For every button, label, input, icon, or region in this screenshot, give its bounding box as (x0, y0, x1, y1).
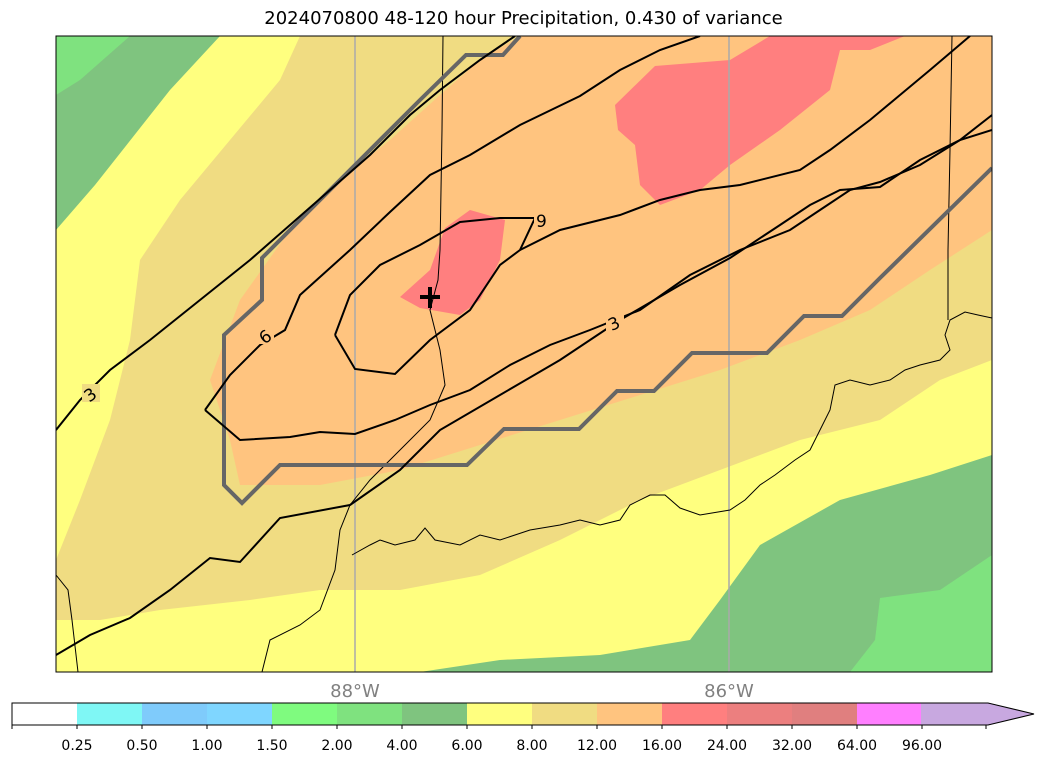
colorbar-tick-label: 1.50 (256, 738, 288, 754)
fill-2-4-bottomright (850, 555, 992, 672)
colorbar-cell-0 (12, 703, 78, 725)
colorbar-cell-8 (532, 703, 598, 725)
lon-label-88w: 88°W (330, 681, 380, 702)
colorbar-tick-label: 16.00 (641, 738, 683, 754)
colorbar-tick-label: 8.00 (516, 738, 548, 754)
fill-4-6-topleft (56, 36, 220, 230)
contour-9 (334, 217, 537, 376)
colorbar-cell-12 (792, 703, 858, 725)
contour-3-outer-b (56, 114, 992, 656)
coastline (261, 36, 446, 672)
map-title: 2024070800 48-120 hour Precipitation, 0.… (264, 8, 783, 29)
state-line-east (947, 36, 953, 320)
colorbar-tick-label: 64.00 (836, 738, 878, 754)
plus-icon (420, 287, 440, 308)
colorbar-tick-label: 0.50 (126, 738, 158, 754)
colorbar-tick-label: 96.00 (901, 738, 943, 754)
lon-label-86w: 86°W (704, 681, 754, 702)
coastline-south (351, 311, 992, 556)
fill-4-6-bottomright (420, 455, 992, 672)
colorbar-tick-label: 4.00 (386, 738, 418, 754)
colorbar-cell-1 (77, 703, 143, 725)
colorbar-cell-9 (597, 703, 663, 725)
colorbar-cell-7 (467, 703, 533, 725)
colorbar-tick-label: 1.00 (191, 738, 223, 754)
colorbar-extend-arrow (921, 703, 1034, 725)
colorbar-cell-3 (207, 703, 273, 725)
map-frame (55, 35, 993, 673)
contour-6-b (204, 129, 992, 442)
fill-24-32-a (400, 210, 505, 315)
colorbar-cell-2 (142, 703, 208, 725)
colorbar-tick-label: 24.00 (706, 738, 748, 754)
state-border (222, 36, 992, 506)
fill-24-32-b (615, 36, 905, 205)
colorbar-tick-label: 32.00 (771, 738, 813, 754)
colorbar-tick-label: 12.00 (576, 738, 618, 754)
fill-2-4-topleft (56, 36, 130, 95)
colorbar-cell-10 (662, 703, 728, 725)
contour-3-upper (519, 36, 971, 251)
colorbar-cell-13 (857, 703, 923, 725)
fill-16-24 (210, 36, 992, 485)
colorbar-tick-label: 2.00 (321, 738, 353, 754)
state-line-west (56, 574, 79, 672)
contour-label-9: 9 (536, 212, 547, 232)
colorbar-tick-label: 6.00 (451, 738, 483, 754)
colorbar-outline (11, 702, 1035, 726)
colorbar-cell-6 (402, 703, 468, 725)
colorbar-cell-5 (337, 703, 403, 725)
contour-3-outer (56, 36, 516, 431)
colorbar-tick-label: 0.25 (61, 738, 93, 754)
colorbar-cell-11 (727, 703, 793, 725)
colorbar-cell-4 (272, 703, 338, 725)
